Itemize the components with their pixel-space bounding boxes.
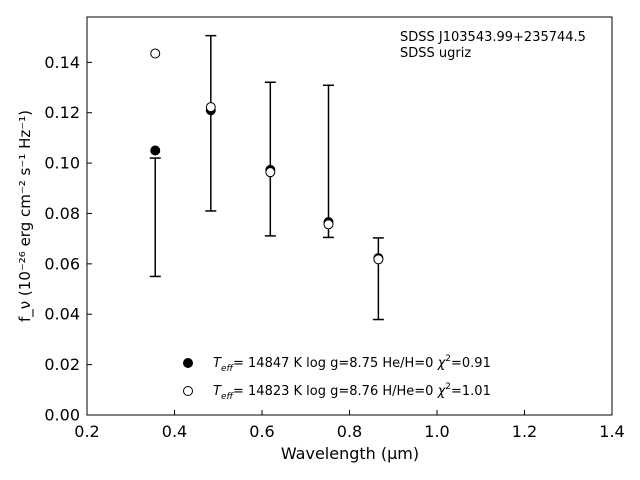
annotation-line-1: SDSS J103543.99+235744.5 (400, 30, 586, 45)
x-tick-label: 0.4 (162, 422, 187, 441)
x-tick-label: 1.4 (599, 422, 624, 441)
plot-area (86, 16, 613, 416)
error-bar (372, 237, 384, 321)
y-tick-label: 0.10 (44, 154, 80, 173)
y-tick-label: 0.12 (44, 103, 80, 122)
legend-label-series-2: Teff= 14823 K log g=8.76 H/He=0 χ2=1.01 (213, 382, 491, 402)
legend-1-rest: = 14847 K log g=8.75 He/H=0 (233, 356, 438, 371)
x-tick-label: 0.2 (74, 422, 99, 441)
x-tick-label: 0.8 (337, 422, 362, 441)
legend-1-sub: eff (221, 364, 235, 374)
legend-label-series-1: Teff= 14847 K log g=8.75 He/H=0 χ2=0.91 (213, 354, 491, 374)
legend-2-sub: eff (221, 392, 235, 402)
legend-1-T: T (213, 356, 222, 371)
data-point-open (373, 254, 384, 265)
y-tick-label: 0.04 (44, 305, 80, 324)
y-tick-label: 0.02 (44, 355, 80, 374)
y-tick-label: 0.14 (44, 53, 80, 72)
data-point-filled (150, 145, 161, 156)
x-tick-label: 1.2 (512, 422, 537, 441)
y-tick-label: 0.06 (44, 254, 80, 273)
legend-marker-open (183, 386, 193, 396)
legend-2-chi: χ (437, 384, 447, 399)
x-tick-label: 1.0 (424, 422, 449, 441)
legend-1-sup: 2 (445, 354, 451, 364)
error-bar (323, 84, 334, 239)
legend-marker-filled (183, 358, 193, 368)
data-point-open (323, 219, 334, 230)
y-tick-label: 0.00 (44, 406, 80, 425)
data-point-open (205, 102, 216, 113)
legend-2-chi-val: =1.01 (451, 384, 491, 399)
legend: Teff= 14847 K log g=8.75 He/H=0 χ2=0.91 … (183, 354, 491, 402)
legend-1-chi-val: =0.91 (451, 356, 491, 371)
legend-2-T: T (213, 384, 222, 399)
data-point-open (265, 167, 276, 178)
data-point-open (150, 48, 161, 59)
legend-2-sup: 2 (445, 382, 451, 392)
x-axis-label: Wavelength (μm) (281, 444, 419, 463)
error-bar (205, 34, 217, 212)
x-tick-label: 0.6 (249, 422, 274, 441)
legend-1-chi: χ (437, 356, 447, 371)
annotation-line-2: SDSS ugriz (400, 46, 471, 61)
legend-2-rest: = 14823 K log g=8.76 H/He=0 (233, 384, 438, 399)
y-tick-label: 0.08 (44, 204, 80, 223)
y-axis-label: f_ν (10⁻²⁶ erg cm⁻² s⁻¹ Hz⁻¹) (16, 110, 35, 322)
error-bar (264, 81, 276, 237)
error-bar (149, 157, 161, 278)
